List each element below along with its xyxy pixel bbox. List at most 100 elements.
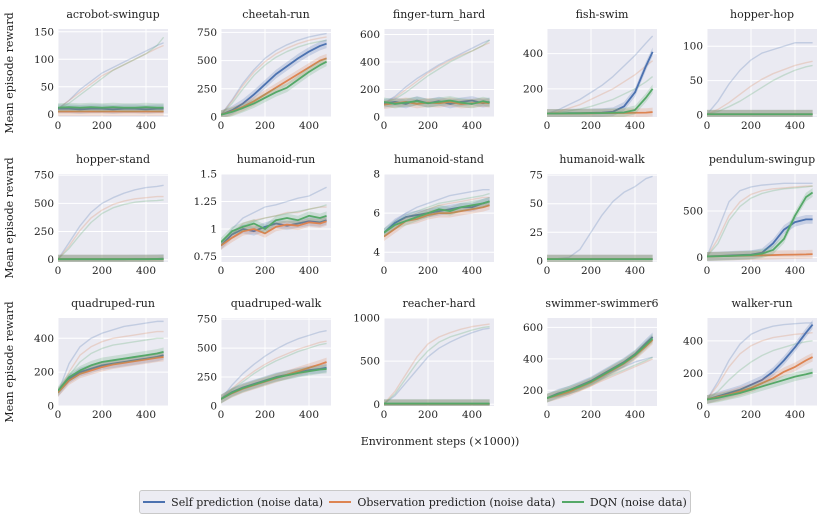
y-tick-label: 25 [530,227,543,239]
plot-area [547,174,657,262]
series-observation-prediction-noise-data-band [58,352,164,397]
series-dqn-reference-line [384,192,490,234]
series-dqn-reference-line [384,325,490,405]
plot-area [707,29,817,117]
series-self-prediction-noise-data-line [58,107,164,111]
series-group [707,42,813,117]
y-axis-label: Mean episode reward [3,301,16,422]
series-observation-prediction-noise-data-line [221,220,327,247]
x-tick-label: 400 [299,265,319,277]
series-group [58,320,164,397]
series-group [547,332,654,403]
y-axis-label: Mean episode reward [3,157,16,278]
series-self-prediction-reference-line [58,320,164,393]
legend-swatch-self-prediction [143,501,166,503]
legend-entry-dqn: DQN (noise data) [561,495,687,509]
series-dqn-reference-line [221,342,327,400]
series-dqn-noise-data-band [58,347,164,396]
panel-title: humanoid-run [237,153,316,166]
series-observation-prediction-noise-data-line [58,356,164,394]
x-tick-label: 200 [741,409,761,421]
y-tick-label: 0 [696,109,703,121]
plot-area [707,174,817,262]
plot-area [58,318,168,406]
series-dqn-reference-line [707,185,813,257]
series-self-prediction-reference-line [221,32,327,116]
series-dqn-reference-line [58,337,164,393]
panel-title: humanoid-stand [394,153,484,166]
legend-entry-self-prediction: Self prediction (noise data) [143,496,323,509]
series-observation-prediction-reference-line [221,206,327,246]
panel-humanoid-stand: 0 200 400 4 6 8 humanoid-stand [373,153,494,277]
series-observation-prediction-reference-line [707,60,813,115]
panel-title: walker-run [731,297,792,310]
series-observation-prediction-reference-line [221,36,327,116]
x-tick-label: 0 [218,409,225,421]
series-self-prediction-noise-data-line [384,200,490,234]
panel-quadruped-walk: 0 200 400 0 250 500 750 quadruped-walk [197,297,331,421]
y-tick-label: 6 [373,208,380,220]
plot-area [221,29,331,117]
series-observation-prediction-reference-line [58,44,164,110]
series-observation-prediction-reference-line [384,42,490,104]
series-group [707,320,814,404]
x-tick-label: 0 [544,120,551,132]
x-tick-label: 200 [418,409,438,421]
series-dqn-reference-line [384,39,491,104]
panel-walker-run: 0 200 400 0 200 400 walker-run [683,297,817,421]
y-tick-label: 400 [34,333,54,345]
legend-label-observation-prediction: Observation prediction (noise data) [357,495,556,509]
series-observation-prediction-noise-data-line [384,204,490,238]
panel-title: pendulum-swingup [709,153,815,166]
x-tick-label: 0 [218,120,225,132]
x-tick-label: 0 [544,265,551,277]
series-dqn-reference-line [58,199,164,260]
x-tick-label: 200 [255,409,275,421]
x-tick-label: 200 [255,265,275,277]
y-tick-label: 400 [360,57,380,69]
series-self-prediction-reference-line [384,39,490,104]
y-tick-label: 250 [34,226,54,238]
legend-entry-observation-prediction: Observation prediction (noise data) [329,496,555,509]
x-tick-label: 400 [785,265,805,277]
legend-label-dqn: DQN (noise data) [589,495,687,509]
series-group [384,323,490,406]
x-tick-label: 400 [462,120,482,132]
series-self-prediction-reference-line [707,182,813,257]
series-observation-prediction-noise-data-band [707,352,813,404]
y-tick-label: 50 [41,81,54,93]
series-observation-prediction-reference-line [547,358,653,399]
y-tick-label: 1000 [353,313,380,325]
x-tick-label: 400 [785,409,805,421]
y-tick-label: 0 [696,401,703,413]
series-observation-prediction-reference-line [547,60,654,115]
panel-title: swimmer-swimmer6 [545,297,658,310]
series-self-prediction-reference-line [384,188,490,234]
series-dqn-noise-data-line [707,191,814,258]
y-tick-label: 750 [34,170,54,182]
y-tick-label: 250 [197,83,217,95]
y-tick-label: 250 [197,372,217,384]
plot-area [58,29,168,117]
series-self-prediction-noise-data-band [707,214,813,261]
y-tick-label: 0 [373,399,380,411]
series-self-prediction-reference-line [547,35,654,115]
panel-title: hopper-hop [730,8,794,21]
series-dqn-noise-data-line [384,99,490,105]
x-tick-label: 400 [136,409,156,421]
series-dqn-noise-data-line [221,60,328,116]
series-observation-prediction-noise-data-band [221,357,327,404]
y-tick-label: 600 [523,322,543,334]
x-tick-label: 400 [625,265,645,277]
x-tick-label: 400 [785,120,805,132]
x-tick-label: 0 [704,409,711,421]
panel-cheetah-run: 0 200 400 0 250 500 750 cheetah-run [197,8,331,132]
series-observation-prediction-reference-line [221,340,327,400]
x-tick-label: 0 [381,120,388,132]
series-dqn-reference-line [58,36,165,110]
y-tick-label: 500 [360,356,380,368]
y-tick-label: 75 [530,170,543,182]
x-tick-label: 400 [625,409,645,421]
